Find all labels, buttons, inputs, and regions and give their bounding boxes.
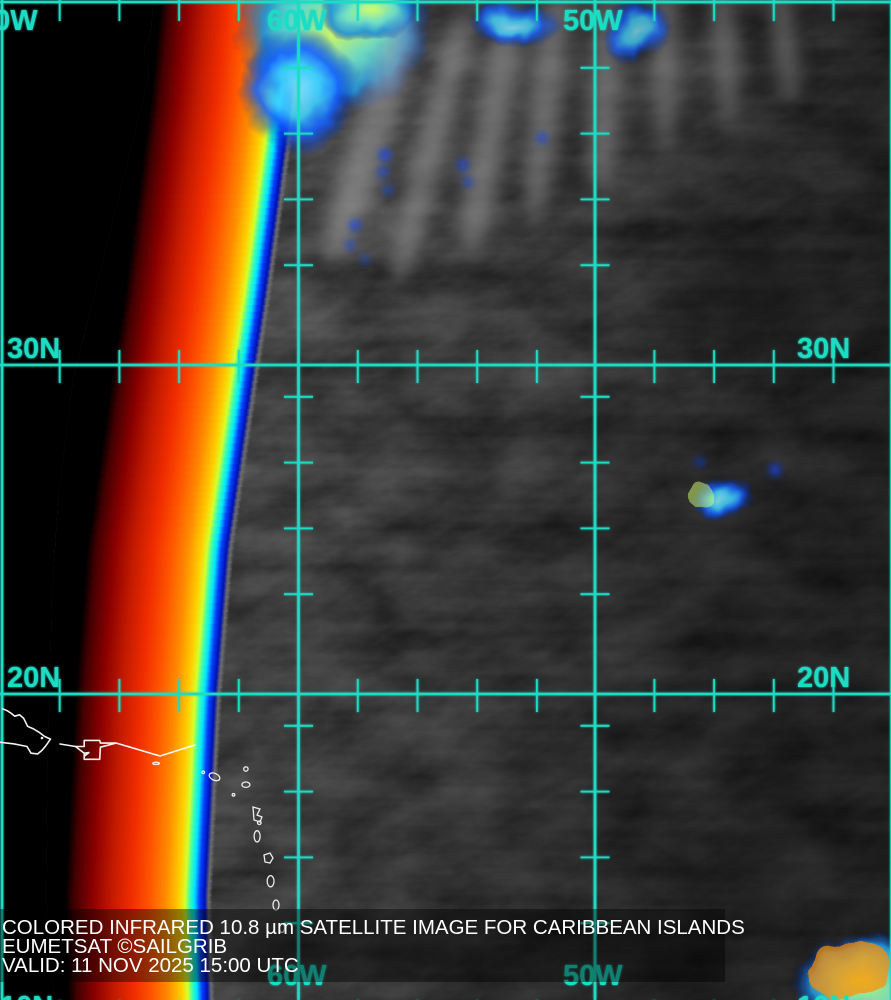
svg-text:VALID: 11 NOV 2025 15:00 UTC: VALID: 11 NOV 2025 15:00 UTC (2, 954, 299, 977)
